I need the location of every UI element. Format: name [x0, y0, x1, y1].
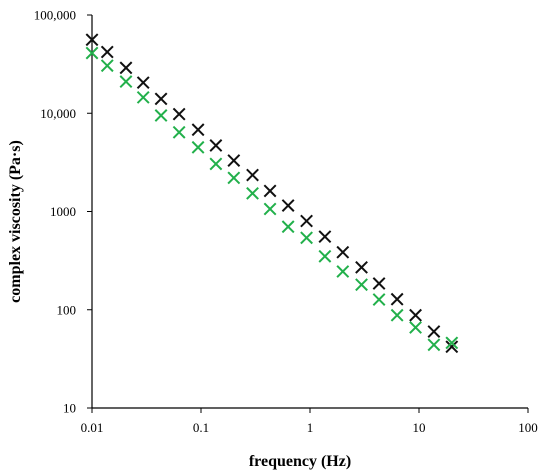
data-point	[263, 202, 277, 216]
data-point	[227, 171, 241, 185]
x-tick-label: 10	[413, 420, 426, 435]
data-point	[154, 92, 168, 106]
data-point	[318, 249, 332, 263]
data-point	[427, 338, 441, 352]
data-point	[372, 293, 386, 306]
data-point	[300, 231, 313, 245]
data-point	[100, 59, 114, 73]
data-point	[409, 308, 422, 322]
data-point	[191, 140, 205, 154]
data-point	[281, 220, 295, 234]
data-point	[445, 336, 459, 350]
data-point	[263, 184, 277, 198]
data-point	[172, 107, 186, 121]
data-point	[409, 321, 422, 334]
data-point	[445, 340, 459, 354]
data-point	[136, 76, 150, 90]
data-point	[246, 186, 259, 200]
data-point	[390, 292, 404, 306]
y-tick-label: 10,000	[40, 106, 76, 121]
data-point	[100, 45, 114, 59]
data-point	[336, 265, 350, 278]
ticks: 10 100 1000 10,000 100,000 0.01 0.1 1 10 100	[34, 8, 538, 436]
x-tick-label: 0.1	[193, 420, 209, 435]
data-point	[336, 245, 350, 259]
y-tick-label: 100	[57, 302, 77, 317]
data-point	[209, 139, 223, 152]
data-point	[209, 157, 223, 171]
data-point	[119, 75, 133, 89]
y-tick-label: 100,000	[34, 8, 76, 23]
data-point	[191, 123, 205, 137]
data-point	[85, 46, 99, 60]
x-tick-label: 0.01	[81, 420, 104, 435]
data-point	[390, 308, 404, 322]
series-2	[85, 46, 459, 352]
y-tick-label: 1000	[50, 204, 76, 219]
x-axis-title: frequency (Hz)	[249, 453, 351, 470]
data-point	[300, 214, 313, 228]
data-point	[85, 33, 99, 47]
data-point	[119, 61, 133, 75]
data-marks	[85, 33, 459, 354]
x-tick-label: 1	[307, 420, 314, 435]
data-point	[246, 168, 259, 182]
data-point	[136, 90, 150, 104]
x-tick-label: 100	[518, 420, 538, 435]
data-point	[172, 125, 186, 139]
axes	[91, 15, 528, 409]
y-axis-title: complex viscosity (Pa·s)	[7, 140, 24, 303]
data-point	[427, 325, 441, 338]
data-point	[355, 278, 368, 292]
data-point	[227, 154, 241, 167]
data-point	[372, 277, 386, 290]
data-point	[318, 230, 332, 244]
data-point	[154, 109, 168, 122]
y-tick-label: 10	[63, 401, 76, 416]
series-1	[85, 33, 459, 354]
data-point	[281, 199, 295, 212]
data-point	[355, 260, 368, 274]
